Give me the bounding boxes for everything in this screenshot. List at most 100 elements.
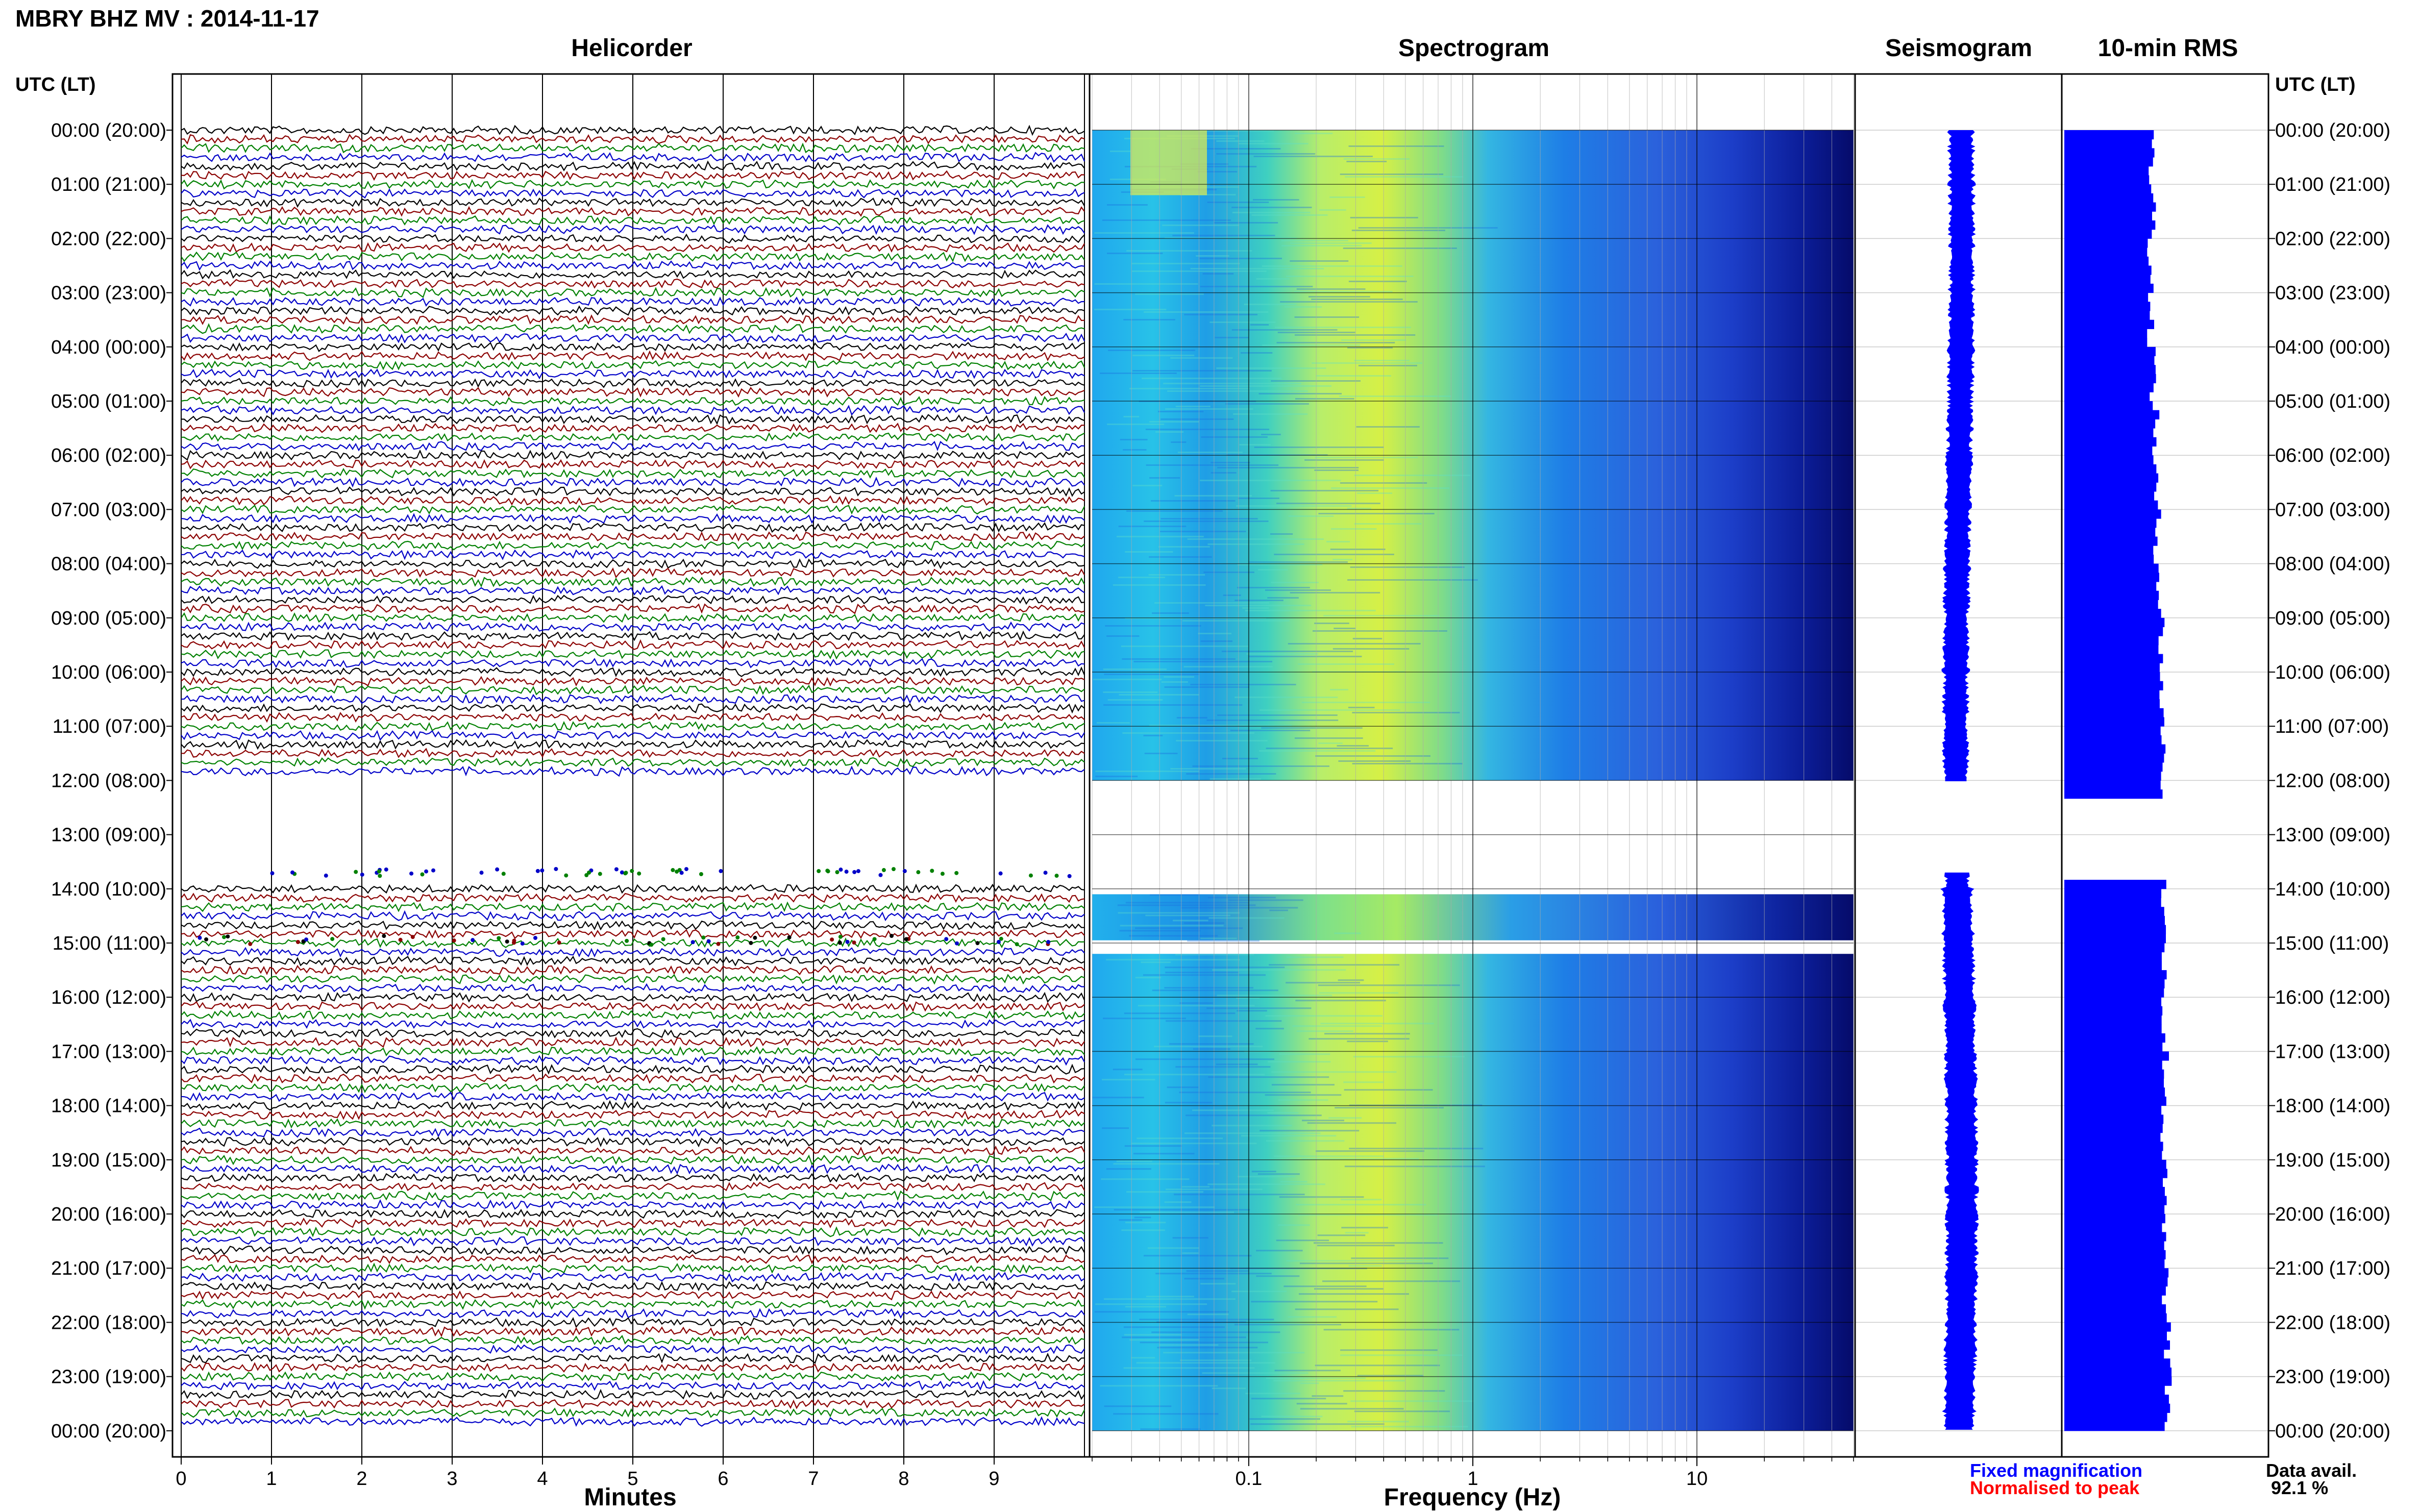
rms-bar xyxy=(2064,1033,2165,1043)
helicorder-trace xyxy=(181,125,1085,136)
spectrogram-streak xyxy=(1301,702,1430,703)
time-label-left: 14:00 (10:00) xyxy=(51,879,166,900)
rms-bar xyxy=(2064,590,2159,600)
spectrogram-streak xyxy=(1138,1005,1255,1007)
spectrogram-streak xyxy=(1329,196,1365,198)
spectrogram-streak xyxy=(1207,543,1304,545)
spectrogram-streak xyxy=(1352,638,1383,639)
spectrogram-streak xyxy=(1104,1405,1172,1407)
helicorder-trace xyxy=(181,1001,1085,1012)
spectrogram-streak xyxy=(1107,424,1165,425)
helicorder-trace xyxy=(181,152,1085,163)
spectrogram-streak xyxy=(1217,995,1332,997)
helicorder-trace xyxy=(181,992,1085,1003)
rms-bar xyxy=(2064,1169,2167,1178)
spectrogram-streak xyxy=(1174,495,1252,497)
spectrogram-title: Spectrogram xyxy=(1398,35,1549,62)
spectrogram-streak xyxy=(1294,133,1333,134)
spectrogram-streak xyxy=(1184,922,1224,924)
spectrogram-streak xyxy=(1257,569,1288,571)
helicorder-trace xyxy=(181,1182,1085,1192)
helicorder-clip-mark xyxy=(940,872,945,876)
rms-bar xyxy=(2064,1096,2166,1106)
time-label-left: 19:00 (15:00) xyxy=(51,1150,166,1171)
rms-bar xyxy=(2064,1015,2162,1025)
spectrogram-streak xyxy=(1134,1217,1151,1219)
helicorder-trace xyxy=(181,440,1085,452)
helicorder-trace xyxy=(181,1082,1085,1094)
spectrogram-streak xyxy=(1154,1046,1263,1048)
spectrogram-streak xyxy=(1237,587,1310,588)
spectrogram-streak xyxy=(1211,462,1250,463)
spectrogram-streak xyxy=(1102,219,1231,221)
spectrogram-streak xyxy=(1123,1326,1225,1328)
spectrogram-streak xyxy=(1251,1171,1276,1173)
helicorder-trace xyxy=(181,495,1085,506)
rms-bar xyxy=(2064,1340,2170,1350)
spectrogram-streak xyxy=(1238,143,1309,144)
helicorder-trace xyxy=(181,567,1085,579)
spectrogram-streak xyxy=(1260,1130,1360,1132)
spectrogram-streak xyxy=(1103,691,1158,693)
helicorder-clip-mark xyxy=(630,869,634,873)
helicorder-clip-mark xyxy=(221,935,226,939)
spectrogram-streak xyxy=(1104,674,1200,675)
spectrogram-streak xyxy=(1236,997,1260,999)
helicorder-trace xyxy=(181,630,1085,641)
spectrogram-streak xyxy=(1106,1168,1151,1170)
helicorder-trace xyxy=(181,1236,1085,1247)
rms-bar xyxy=(2064,573,2159,582)
rms-bar xyxy=(2064,1403,2170,1413)
spectrogram-streak xyxy=(1114,1209,1250,1211)
rms-bar xyxy=(2064,627,2163,636)
spectrogram-streak xyxy=(1186,1270,1249,1272)
spectrogram-streak xyxy=(1288,515,1334,517)
spectrogram-streak xyxy=(1118,912,1240,914)
spectrogram-streak xyxy=(1319,992,1399,994)
rms-bar xyxy=(2064,771,2161,781)
spectrogram-streak xyxy=(1165,972,1239,974)
helicorder-clip-mark xyxy=(540,868,545,873)
spectrogram-streak xyxy=(1353,1056,1465,1058)
spectrogram-hotspot xyxy=(1130,130,1207,195)
spectrogram-streak xyxy=(1358,227,1498,229)
spectrogram-streak xyxy=(1119,694,1199,696)
rms-bar xyxy=(2064,1232,2166,1242)
rms-bar xyxy=(2064,934,2166,944)
spectrogram-streak xyxy=(1133,661,1273,662)
spectrogram-streak xyxy=(1187,1313,1229,1316)
spectrogram-streak xyxy=(1270,490,1379,491)
helicorder-trace xyxy=(181,920,1085,931)
helicorder-trace xyxy=(181,739,1085,751)
minute-tick-label: 3 xyxy=(447,1468,457,1490)
helicorder-trace xyxy=(181,974,1085,985)
spectrogram-streak xyxy=(1286,276,1414,277)
helicorder-trace xyxy=(181,1362,1085,1373)
spectrogram-streak xyxy=(1212,969,1346,971)
spectrogram-streak xyxy=(1140,1428,1201,1430)
rms-bar xyxy=(2064,654,2163,663)
helicorder-trace xyxy=(181,1046,1085,1057)
spectrogram-streak xyxy=(1236,505,1352,507)
helicorder-trace xyxy=(181,1010,1085,1021)
spectrogram-streak xyxy=(1207,202,1269,203)
spectrogram-streak xyxy=(1248,561,1348,563)
spectrogram-streak xyxy=(1159,1344,1219,1346)
time-label-left: 21:00 (17:00) xyxy=(51,1258,166,1279)
spectrogram-streak xyxy=(1354,1410,1450,1412)
spectrogram-streak xyxy=(1246,653,1318,655)
spectrogram-streak xyxy=(1350,1400,1474,1402)
helicorder-clip-mark xyxy=(533,936,537,940)
rms-bar xyxy=(2064,735,2162,745)
spectrogram-streak xyxy=(1094,1311,1229,1313)
helicorder-trace xyxy=(181,378,1085,388)
spectrogram-streak xyxy=(1265,589,1331,591)
helicorder-trace xyxy=(181,666,1085,678)
spectrogram-streak xyxy=(1149,725,1292,726)
helicorder-clip-mark xyxy=(955,941,959,946)
spectrogram-streak xyxy=(1206,1007,1312,1009)
helicorder-clip-mark xyxy=(520,941,525,946)
time-label-right: 18:00 (14:00) xyxy=(2275,1096,2390,1117)
helicorder-trace xyxy=(181,1028,1085,1038)
time-label-right: 05:00 (01:00) xyxy=(2275,391,2390,412)
